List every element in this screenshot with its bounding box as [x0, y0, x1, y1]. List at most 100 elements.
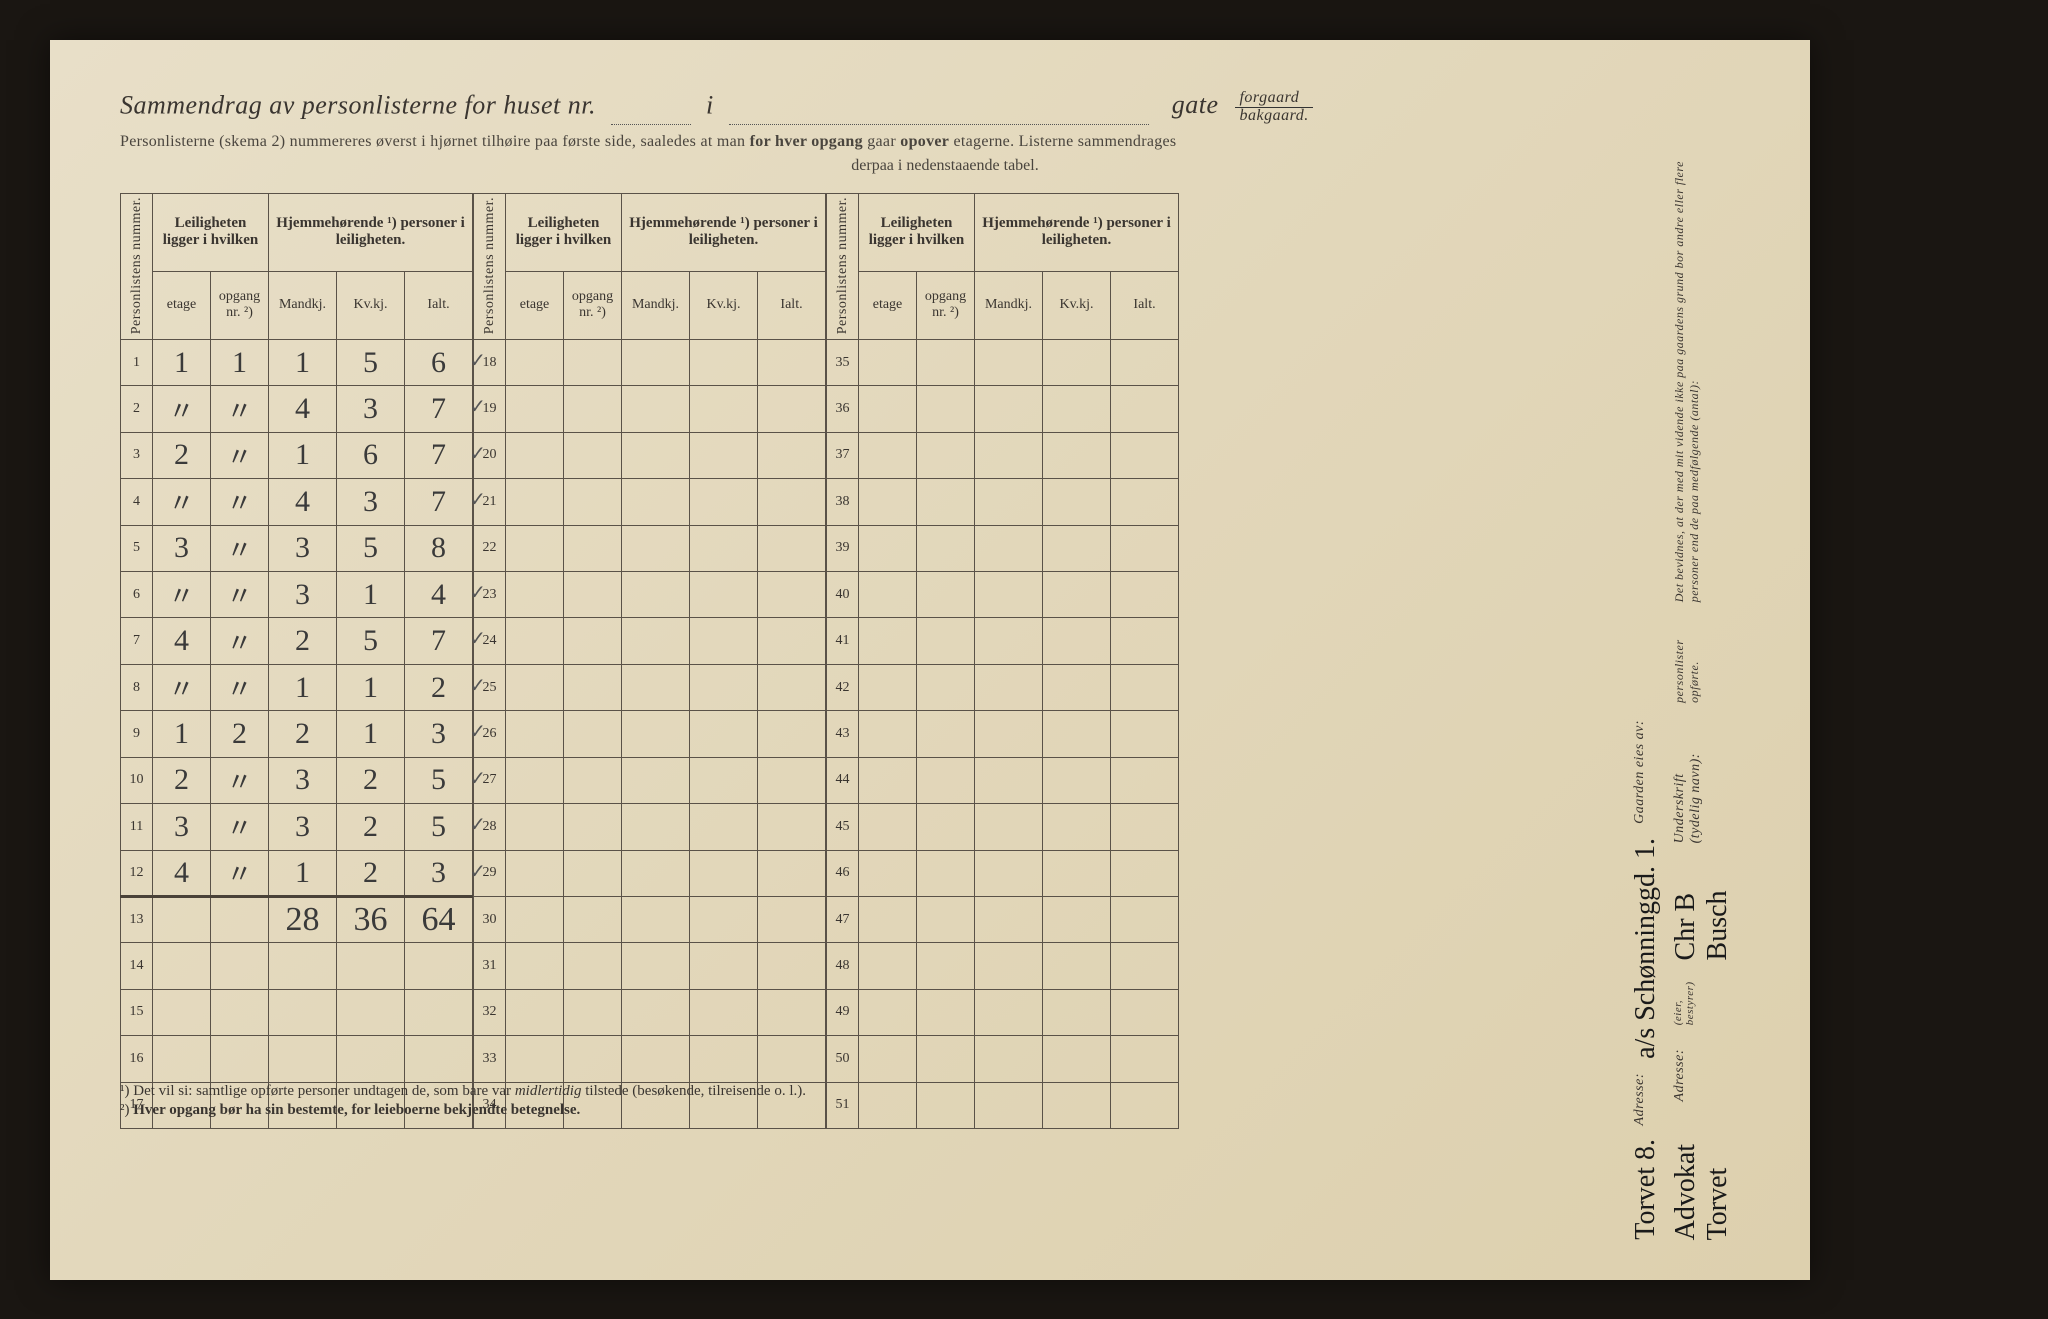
- cell-empty: [622, 896, 690, 942]
- cell-etage: 1: [153, 339, 211, 385]
- cell-empty: [975, 1036, 1043, 1082]
- cell-empty: [564, 757, 622, 803]
- table-row: 6〃〃314✓: [121, 571, 473, 617]
- row-number: 15: [121, 989, 153, 1035]
- row-number: 2: [121, 386, 153, 432]
- cell-empty: [690, 850, 758, 896]
- cell-empty: [1111, 850, 1179, 896]
- cell-empty: [1043, 989, 1111, 1035]
- row-number: 3: [121, 432, 153, 478]
- cell-i: 7✓: [405, 432, 473, 478]
- cell-i: 3✓: [405, 711, 473, 757]
- cell-empty: [1043, 711, 1111, 757]
- cell-empty: [690, 1082, 758, 1129]
- cell-empty: [917, 386, 975, 432]
- cell-i: 4✓: [405, 571, 473, 617]
- cell-empty: [622, 479, 690, 525]
- cell-empty: [975, 339, 1043, 385]
- hdr-etage: etage: [153, 271, 211, 339]
- table-row: 4〃〃437✓: [121, 479, 473, 525]
- cell-m: 4: [269, 479, 337, 525]
- table-block-2: Personlistens nummer. Leiligheten ligger…: [473, 193, 826, 1130]
- cell-i: 5✓: [405, 757, 473, 803]
- cell-etage: [153, 1082, 211, 1129]
- cell-empty: [506, 618, 564, 664]
- cell-empty: [564, 989, 622, 1035]
- cell-m: [269, 943, 337, 989]
- cell-m: 3: [269, 757, 337, 803]
- table-row: 20: [474, 432, 826, 478]
- hdr-mandkj: Mandkj.: [269, 271, 337, 339]
- cell-empty: [758, 850, 826, 896]
- cell-empty: [917, 757, 975, 803]
- cell-k: 2: [337, 757, 405, 803]
- cell-etage: 3: [153, 804, 211, 850]
- cell-opg: 〃: [211, 386, 269, 432]
- cell-empty: [506, 479, 564, 525]
- row-number: 46: [827, 850, 859, 896]
- cell-i: 2✓: [405, 664, 473, 710]
- table-row: 32〃167✓: [121, 432, 473, 478]
- cell-empty: [622, 571, 690, 617]
- cell-empty: [622, 757, 690, 803]
- table-row: 21: [474, 479, 826, 525]
- cell-m: 4: [269, 386, 337, 432]
- row-number: 16: [121, 1036, 153, 1082]
- table-row: 28: [474, 804, 826, 850]
- cell-empty: [690, 804, 758, 850]
- cell-empty: [917, 571, 975, 617]
- row-number: 11: [121, 804, 153, 850]
- table-row: 47: [827, 896, 1179, 942]
- cell-empty: [1111, 1036, 1179, 1082]
- cell-k: 36: [337, 896, 405, 942]
- checkmark-icon: ✓: [469, 626, 486, 651]
- cell-m: 3: [269, 571, 337, 617]
- cell-opg: 1: [211, 339, 269, 385]
- cell-empty: [917, 339, 975, 385]
- cell-i: [405, 943, 473, 989]
- cell-empty: [506, 896, 564, 942]
- cell-empty: [859, 850, 917, 896]
- cell-empty: [1043, 943, 1111, 989]
- title-gate: gate: [1172, 90, 1219, 119]
- cell-opg: [211, 896, 269, 942]
- table-row: 124〃123✓: [121, 850, 473, 896]
- cell-opg: [211, 1082, 269, 1129]
- table-row: 16: [121, 1036, 473, 1082]
- cell-empty: [564, 664, 622, 710]
- cell-empty: [564, 850, 622, 896]
- cell-empty: [1043, 571, 1111, 617]
- cell-empty: [506, 711, 564, 757]
- cell-opg: [211, 1036, 269, 1082]
- cell-empty: [690, 386, 758, 432]
- row-number: 7: [121, 618, 153, 664]
- cell-empty: [1111, 339, 1179, 385]
- cell-empty: [917, 711, 975, 757]
- cell-opg: 〃: [211, 479, 269, 525]
- cell-empty: [1043, 525, 1111, 571]
- eier-bestyrer: (eier, bestyrer): [1670, 964, 1702, 1035]
- checkmark-icon: ✓: [469, 673, 486, 698]
- table-row: 113〃325✓: [121, 804, 473, 850]
- side-panel: Gaarden eies av: a/s Schønninggd. 1. Adr…: [1630, 120, 1790, 1240]
- table-row: 50: [827, 1036, 1179, 1082]
- cell-etage: 〃: [153, 571, 211, 617]
- row-number: 49: [827, 989, 859, 1035]
- blank-house-nr: [611, 96, 691, 125]
- cell-opg: 〃: [211, 525, 269, 571]
- cell-empty: [1111, 571, 1179, 617]
- cell-empty: [975, 804, 1043, 850]
- cell-empty: [1043, 386, 1111, 432]
- hdr-personlistens-nummer-3: Personlistens nummer.: [827, 193, 859, 339]
- cell-empty: [622, 386, 690, 432]
- row-number: 9: [121, 711, 153, 757]
- row-number: 8: [121, 664, 153, 710]
- det-bevidnes: Det bevidnes, at der med mit vidende ikk…: [1670, 120, 1702, 612]
- cell-empty: [859, 479, 917, 525]
- cell-empty: [917, 525, 975, 571]
- table-row: 22: [474, 525, 826, 571]
- cell-empty: [917, 943, 975, 989]
- cell-m: 3: [269, 525, 337, 571]
- cell-empty: [975, 479, 1043, 525]
- cell-etage: 4: [153, 850, 211, 896]
